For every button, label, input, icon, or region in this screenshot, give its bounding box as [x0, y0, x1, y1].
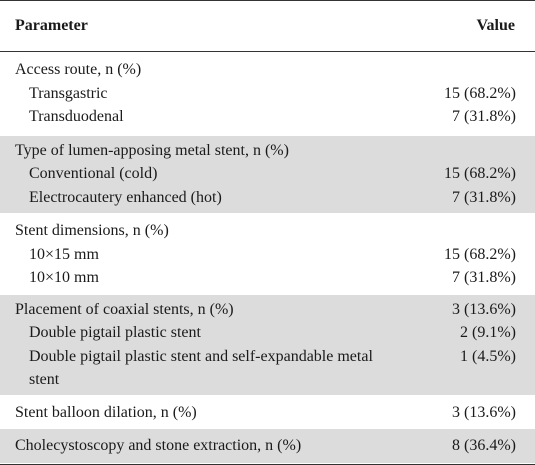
table-row: Stent balloon dilation, n (%) 3 (13.6%): [0, 401, 535, 425]
table-row: 10×10 mm 7 (31.8%): [0, 266, 535, 290]
table-row: Electrocautery enhanced (hot) 7 (31.8%): [0, 186, 535, 210]
section-balloon-dilation: Stent balloon dilation, n (%) 3 (13.6%): [0, 396, 535, 429]
section-cholecystoscopy: Cholecystoscopy and stone extraction, n …: [0, 429, 535, 464]
section-title: Cholecystoscopy and stone extraction, n …: [15, 437, 302, 454]
section-title: Type of lumen-apposing metal stent, n (%…: [15, 141, 289, 159]
row-value: 2 (9.1%): [460, 324, 516, 341]
row-value: 7 (31.8%): [452, 108, 516, 125]
row-label: Double pigtail plastic stent and self-ex…: [29, 347, 373, 389]
row-label: 10×15 mm: [29, 245, 99, 263]
section-stent-dimensions: Stent dimensions, n (%) 10×15 mm 15 (68.…: [0, 214, 535, 295]
table-header: Parameter Value: [0, 1, 535, 52]
table-row: Placement of coaxial stents, n (%) 3 (13…: [0, 298, 535, 322]
row-value: 3 (13.6%): [452, 300, 516, 318]
row-label: 10×10 mm: [29, 269, 99, 286]
table-row: 10×15 mm 15 (68.2%): [0, 243, 535, 267]
row-value: 7 (31.8%): [452, 188, 516, 206]
section-title: Stent balloon dilation, n (%): [15, 403, 197, 421]
table-row: Conventional (cold) 15 (68.2%): [0, 162, 535, 186]
row-value: 8 (36.4%): [452, 437, 516, 454]
row-value: 15 (68.2%): [444, 84, 516, 102]
header-parameter: Parameter: [15, 17, 88, 34]
row-label: Double pigtail plastic stent: [29, 324, 201, 341]
section-access-route: Access route, n (%) Transgastric 15 (68.…: [0, 52, 535, 136]
table-row: Transduodenal 7 (31.8%): [0, 105, 535, 129]
section-title: Placement of coaxial stents, n (%): [15, 300, 234, 318]
row-label: Transduodenal: [29, 108, 124, 125]
section-coaxial-stents: Placement of coaxial stents, n (%) 3 (13…: [0, 294, 535, 396]
row-label: Conventional (cold): [29, 165, 158, 182]
row-value: 15 (68.2%): [444, 245, 516, 263]
row-value: 1 (4.5%): [460, 347, 516, 365]
header-value: Value: [476, 17, 515, 34]
table-row: Cholecystoscopy and stone extraction, n …: [0, 434, 535, 458]
section-stent-type: Type of lumen-apposing metal stent, n (%…: [0, 135, 535, 214]
section-title: Access route, n (%): [15, 61, 142, 78]
table-row: Transgastric 15 (68.2%): [0, 82, 535, 106]
row-value: 3 (13.6%): [452, 403, 516, 421]
row-value: 15 (68.2%): [444, 165, 516, 182]
table-row: Double pigtail plastic stent and self-ex…: [0, 345, 535, 392]
section-title: Stent dimensions, n (%): [15, 222, 169, 239]
row-label: Transgastric: [29, 84, 108, 102]
row-label: Electrocautery enhanced (hot): [29, 188, 222, 206]
row-value: 7 (31.8%): [452, 269, 516, 286]
table-row: Double pigtail plastic stent 2 (9.1%): [0, 321, 535, 345]
